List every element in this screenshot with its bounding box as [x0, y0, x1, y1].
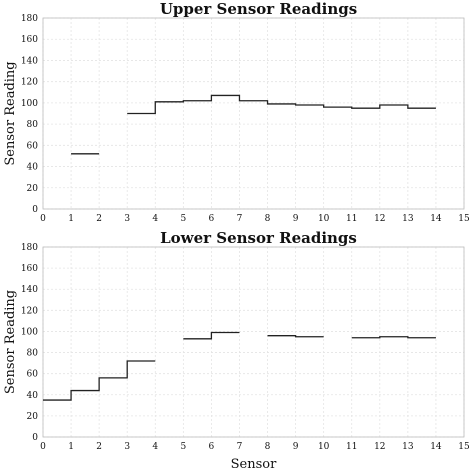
y-tick-label: 0 — [32, 205, 38, 215]
y-tick-label: 80 — [27, 349, 39, 359]
x-tick-label: 4 — [152, 214, 158, 224]
chart-title: Upper Sensor Readings — [160, 0, 357, 18]
x-tick-label: 10 — [318, 214, 330, 224]
plot-frame — [42, 246, 465, 438]
y-tick-label: 160 — [21, 35, 38, 45]
y-tick-label: 100 — [21, 327, 38, 337]
x-tick-label: 0 — [40, 214, 46, 224]
x-tick-label: 12 — [374, 214, 385, 224]
x-tick-label: 14 — [430, 442, 442, 452]
x-tick-label: 10 — [318, 442, 330, 452]
x-tick-label: 5 — [180, 442, 186, 452]
x-tick-label: 6 — [209, 214, 215, 224]
y-tick-label: 120 — [21, 78, 38, 88]
y-tick-label: 120 — [21, 306, 38, 316]
y-tick-label: 140 — [21, 285, 38, 295]
y-tick-label: 20 — [27, 184, 39, 194]
x-axis-label: Sensor — [231, 457, 277, 472]
y-tick-label: 160 — [21, 264, 38, 274]
series-line-1 — [43, 331, 436, 401]
x-tick-label: 2 — [96, 442, 102, 452]
x-tick-label: 4 — [152, 442, 158, 452]
y-axis-label: Sensor Reading — [3, 290, 18, 394]
plot-frame — [42, 17, 465, 210]
x-tick-label: 15 — [458, 442, 470, 452]
x-tick-label: 15 — [458, 214, 470, 224]
series-line-1 — [71, 94, 436, 155]
x-tick-label: 3 — [124, 442, 130, 452]
x-tick-label: 13 — [402, 214, 414, 224]
x-tick-label: 1 — [68, 442, 74, 452]
x-tick-label: 9 — [293, 442, 299, 452]
y-tick-label: 140 — [21, 56, 38, 66]
y-tick-label: 40 — [27, 391, 39, 401]
x-tick-label: 11 — [346, 214, 357, 224]
y-tick-label: 180 — [21, 243, 38, 253]
y-axis-label: Sensor Reading — [3, 61, 18, 165]
x-tick-label: 0 — [40, 442, 46, 452]
x-tick-label: 5 — [180, 214, 186, 224]
y-tick-label: 60 — [27, 141, 39, 151]
x-tick-label: 7 — [237, 442, 243, 452]
y-tick-label: 60 — [27, 370, 39, 380]
x-tick-label: 1 — [68, 214, 74, 224]
x-tick-label: 14 — [430, 214, 442, 224]
x-tick-label: 11 — [346, 442, 357, 452]
y-tick-label: 100 — [21, 99, 38, 109]
y-tick-label: 20 — [27, 412, 39, 422]
x-tick-label: 3 — [124, 214, 130, 224]
x-tick-label: 13 — [402, 442, 414, 452]
x-tick-label: 9 — [293, 214, 299, 224]
x-tick-label: 7 — [237, 214, 243, 224]
x-tick-label: 8 — [265, 214, 271, 224]
x-tick-label: 2 — [96, 214, 102, 224]
y-tick-label: 40 — [27, 163, 39, 173]
x-tick-label: 8 — [265, 442, 271, 452]
chart-title: Lower Sensor Readings — [160, 229, 357, 247]
x-tick-label: 12 — [374, 442, 385, 452]
y-tick-label: 0 — [32, 433, 38, 443]
y-tick-label: 80 — [27, 120, 39, 130]
x-tick-label: 6 — [209, 442, 215, 452]
y-tick-label: 180 — [21, 14, 38, 24]
